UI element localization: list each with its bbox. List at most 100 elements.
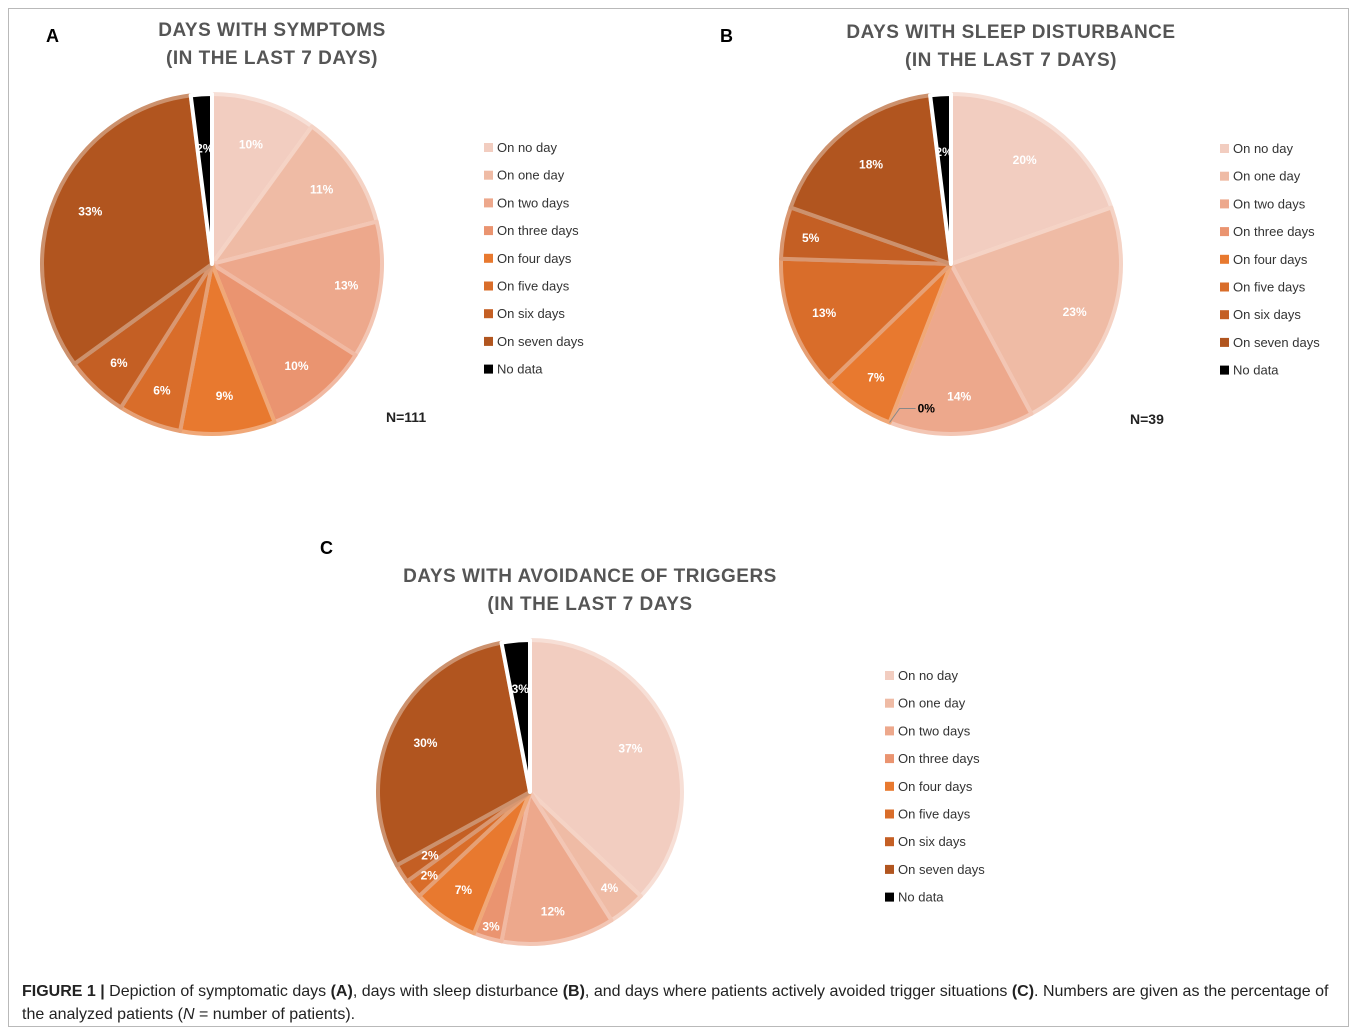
slice-label-b-2: 23%: [1063, 305, 1087, 319]
legend-swatch-a-7: [484, 309, 493, 319]
legend-swatch-a-9: [484, 364, 493, 374]
slice-label-a-3: 13%: [334, 278, 358, 292]
slice-label-a-5: 9%: [216, 389, 234, 403]
pie-chart-a: DAYS WITH SYMPTOMS (IN THE LAST 7 DAYS) 10…: [40, 20, 584, 436]
legend-swatch-a-2: [484, 170, 493, 180]
panel-letter-b: B: [720, 26, 733, 46]
caption-part-2: , days with sleep disturbance: [352, 983, 563, 1000]
pie-slice-b-8: [788, 93, 953, 266]
caption-ref-b: (B): [562, 983, 585, 1000]
slice-label-c-2: 4%: [601, 881, 619, 895]
legend-label-b-2: On one day: [1233, 169, 1301, 184]
pie-slice-c-1: [528, 638, 684, 899]
legend-swatch-a-3: [484, 198, 493, 208]
legend-label-b-1: On no day: [1233, 141, 1293, 156]
slice-label-c-9: 3%: [512, 682, 530, 696]
legend-label-b-3: On two days: [1233, 196, 1306, 211]
pie-slice-c-8: [376, 640, 532, 868]
legend-swatch-b-6: [1220, 282, 1229, 292]
legend-swatch-b-4: [1220, 227, 1229, 237]
pie-slice-b-2: [949, 205, 1123, 416]
legend-label-a-3: On two days: [497, 195, 570, 210]
legend-label-a-9: No data: [497, 362, 543, 377]
legend-label-c-5: On four days: [898, 779, 973, 794]
legend-label-c-4: On three days: [898, 751, 980, 766]
slice-label-c-7: 2%: [421, 849, 439, 863]
legend-swatch-c-8: [885, 864, 894, 874]
chart-title-b-line-2: (IN THE LAST 7 DAYS): [905, 50, 1117, 71]
legend-label-a-8: On seven days: [497, 334, 584, 349]
panel-b: B DAYS WITH SLEEP DISTURBANCE (IN THE LAS…: [700, 14, 1340, 484]
caption-part-3: , and days where patients actively avoid…: [584, 983, 1012, 1000]
pie-slice-a-2: [210, 124, 379, 266]
panel-c: C DAYS WITH AVOIDANCE OF TRIGGERS (IN THE…: [300, 530, 1060, 960]
legend-label-b-5: On four days: [1233, 252, 1308, 267]
legend-swatch-b-3: [1220, 199, 1229, 209]
legend-label-a-5: On four days: [497, 251, 572, 266]
slice-label-a-4: 10%: [285, 359, 309, 373]
legend-label-c-8: On seven days: [898, 862, 985, 877]
slice-label-b-5: 7%: [867, 370, 885, 384]
pie-chart-c: DAYS WITH AVOIDANCE OF TRIGGERS (IN THE L…: [376, 566, 985, 946]
legend-swatch-c-1: [885, 671, 894, 680]
legend-label-a-4: On three days: [497, 223, 579, 238]
slice-label-a-1: 10%: [239, 137, 263, 151]
slice-label-a-9: 2%: [196, 142, 214, 156]
legend-swatch-b-5: [1220, 254, 1229, 264]
legend-swatch-a-5: [484, 253, 493, 263]
legend-swatch-c-7: [885, 837, 894, 847]
pie-slice-a-3: [210, 219, 384, 358]
slice-label-c-3: 12%: [541, 904, 565, 918]
pie-slice-c-9: [499, 638, 532, 794]
legend-swatch-b-1: [1220, 144, 1229, 153]
caption-n: N: [183, 1006, 195, 1023]
pie-slice-b-6: [779, 256, 953, 385]
legend-swatch-c-2: [885, 698, 894, 708]
slice-label-b-3: 14%: [947, 389, 971, 403]
pie-slice-c-3: [499, 790, 614, 946]
chart-title-a-line-2: (IN THE LAST 7 DAYS): [166, 48, 378, 69]
caption-ref-c: (C): [1011, 983, 1035, 1000]
panel-letter-a: A: [46, 26, 59, 46]
panel-a: A DAYS WITH SYMPTOMS (IN THE LAST 7 DAYS)…: [14, 14, 654, 484]
pie-slice-a-4: [210, 262, 358, 425]
caption-ref-a: (A): [330, 983, 353, 1000]
slice-label-a-6: 6%: [153, 383, 171, 397]
caption-part-1: Depiction of symptomatic days: [104, 983, 331, 1000]
pie-slice-a-1: [210, 92, 314, 266]
pie-chart-b: DAYS WITH SLEEP DISTURBANCE (IN THE LAST …: [779, 22, 1320, 436]
legend-label-c-2: On one day: [898, 696, 966, 711]
legend-swatch-a-6: [484, 281, 493, 291]
figure-frame: [8, 8, 1349, 1027]
slice-label-b-1: 20%: [1013, 153, 1037, 167]
legend-label-a-1: On no day: [497, 140, 557, 155]
panel-letter-c: C: [320, 538, 333, 558]
legend-swatch-c-5: [885, 781, 894, 791]
legend-swatch-c-3: [885, 726, 894, 736]
pie-slice-b-3: [887, 262, 1034, 436]
slice-label-a-2: 11%: [310, 182, 334, 196]
chart-title-a-line-1: DAYS WITH SYMPTOMS: [158, 20, 386, 41]
slice-label-b-7: 5%: [802, 231, 820, 245]
pie-slice-a-9: [188, 92, 214, 266]
legend-swatch-b-8: [1220, 337, 1229, 347]
legend-label-c-7: On six days: [898, 834, 966, 849]
leader-line-b-4: [889, 408, 916, 423]
legend-label-b-9: No data: [1233, 363, 1279, 378]
pie-slice-b-9: [928, 92, 953, 266]
slice-label-a-8: 33%: [78, 204, 102, 218]
legend-swatch-c-6: [885, 809, 894, 819]
slice-label-c-1: 37%: [618, 742, 642, 756]
legend-swatch-c-9: [885, 892, 894, 902]
legend-swatch-b-2: [1220, 171, 1229, 181]
legend-label-a-6: On five days: [497, 279, 570, 294]
slice-label-b-9: 2%: [935, 145, 953, 159]
legend-swatch-b-9: [1220, 365, 1229, 375]
legend-swatch-a-8: [484, 336, 493, 346]
caption-part-5: = number of patients).: [194, 1006, 356, 1023]
legend-label-a-2: On one day: [497, 168, 565, 183]
legend-label-b-6: On five days: [1233, 280, 1306, 295]
slice-label-b-4: 0%: [918, 402, 936, 416]
legend-swatch-b-7: [1220, 310, 1229, 320]
slice-label-c-4: 3%: [482, 919, 500, 933]
